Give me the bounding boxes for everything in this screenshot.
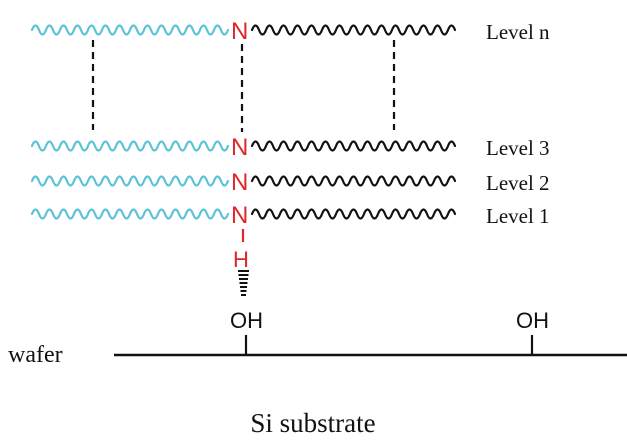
level-3-row: N Level 3 [30,134,550,161]
nitrogen-atom-level-1: N [231,202,248,229]
left-chain-level-1 [30,208,230,220]
si-substrate-caption: Si substrate [250,408,375,438]
right-chain-level-2 [250,175,457,187]
right-chain-level-3 [250,140,457,152]
level-1-row: N Level 1 [30,202,550,229]
nitrogen-atom-level-n: N [231,18,248,45]
left-chain-level-n [30,24,230,36]
right-chain-level-1 [250,208,457,220]
nitrogen-atom-level-2: N [231,169,248,196]
level-n-row: N Level n [30,18,550,45]
hydrogen-bond-hash [238,270,249,296]
right-chain-level-n [250,24,457,36]
left-chain-level-3 [30,140,230,152]
level-label-n: Level n [486,20,550,44]
level-label-2: Level 2 [486,171,550,195]
left-chain-level-2 [30,175,230,187]
hydroxyl-group-left: OH [230,308,263,333]
level-label-3: Level 3 [486,136,550,160]
wafer-label: wafer [8,342,63,368]
level-2-row: N Level 2 [30,169,550,196]
hydroxyl-group-right: OH [516,308,549,333]
hydrogen-atom: H [233,247,249,272]
level-label-1: Level 1 [486,204,550,228]
nitrogen-atom-level-3: N [231,134,248,161]
